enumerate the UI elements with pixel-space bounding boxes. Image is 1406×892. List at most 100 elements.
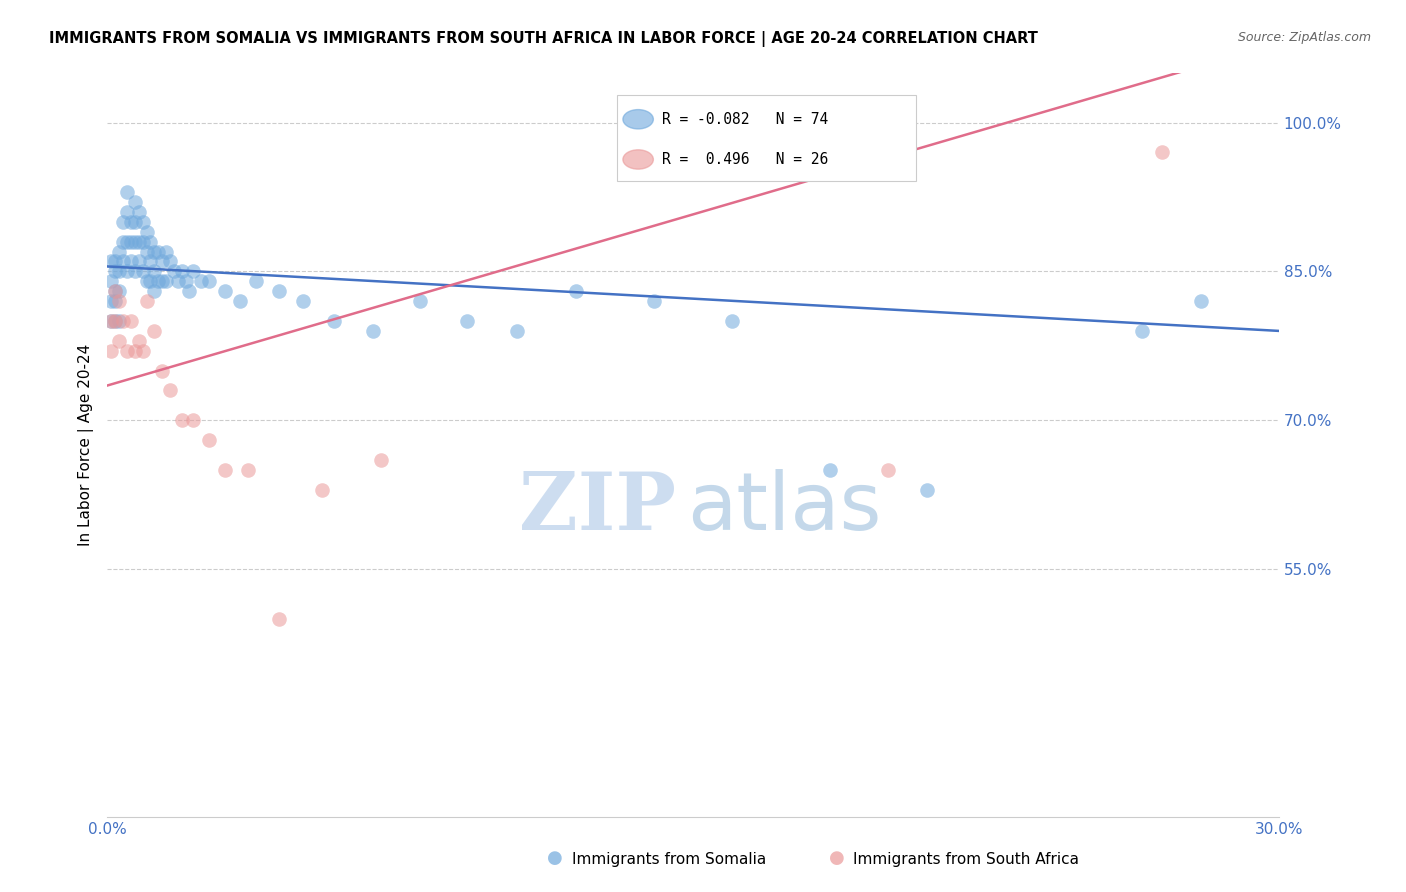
Point — [104, 284, 127, 298]
Point — [131, 264, 153, 278]
Point — [115, 205, 138, 219]
Point — [131, 215, 153, 229]
Point — [245, 274, 267, 288]
Text: atlas: atlas — [688, 469, 882, 547]
Point — [183, 413, 205, 427]
Text: Immigrants from Somalia: Immigrants from Somalia — [572, 852, 766, 867]
Point — [139, 274, 162, 288]
Point — [214, 463, 236, 477]
Point — [150, 274, 173, 288]
Point — [183, 264, 205, 278]
Point — [104, 264, 127, 278]
Point — [131, 235, 153, 249]
Point — [565, 284, 588, 298]
Point — [269, 284, 291, 298]
Text: ZIP: ZIP — [519, 469, 676, 547]
Point — [143, 324, 166, 338]
Point — [100, 343, 122, 358]
Point — [917, 483, 939, 497]
Point — [170, 413, 193, 427]
Point — [163, 264, 186, 278]
Point — [100, 314, 122, 328]
Point — [115, 343, 138, 358]
Point — [104, 314, 127, 328]
Point — [104, 294, 127, 309]
Point — [361, 324, 384, 338]
Point — [120, 314, 142, 328]
Point — [108, 334, 131, 348]
Y-axis label: In Labor Force | Age 20-24: In Labor Force | Age 20-24 — [79, 343, 94, 546]
Point — [236, 463, 259, 477]
Point — [124, 343, 146, 358]
Point — [131, 343, 153, 358]
Point — [370, 453, 392, 467]
Point — [128, 235, 150, 249]
Point — [104, 284, 127, 298]
Text: IMMIGRANTS FROM SOMALIA VS IMMIGRANTS FROM SOUTH AFRICA IN LABOR FORCE | AGE 20-: IMMIGRANTS FROM SOMALIA VS IMMIGRANTS FR… — [49, 31, 1038, 47]
Point — [100, 274, 122, 288]
Text: R = -0.082   N = 74: R = -0.082 N = 74 — [662, 112, 828, 127]
Point — [128, 254, 150, 268]
Point — [174, 274, 197, 288]
Text: Immigrants from South Africa: Immigrants from South Africa — [853, 852, 1080, 867]
Point — [150, 254, 173, 268]
Circle shape — [623, 110, 654, 129]
Point — [214, 284, 236, 298]
Point — [112, 235, 135, 249]
Point — [148, 274, 170, 288]
Point — [112, 314, 135, 328]
Point — [1150, 145, 1173, 160]
Point — [115, 264, 138, 278]
Point — [124, 264, 146, 278]
Point — [120, 254, 142, 268]
Point — [143, 264, 166, 278]
Point — [229, 294, 252, 309]
Point — [269, 611, 291, 625]
Point — [135, 274, 157, 288]
Point — [135, 225, 157, 239]
Point — [643, 294, 665, 309]
Point — [198, 433, 221, 447]
Point — [135, 294, 157, 309]
Point — [124, 215, 146, 229]
Point — [159, 254, 181, 268]
Point — [108, 314, 131, 328]
Text: ●: ● — [828, 849, 845, 867]
Point — [311, 483, 333, 497]
Point — [159, 384, 181, 398]
Point — [104, 254, 127, 268]
Point — [166, 274, 188, 288]
Point — [104, 314, 127, 328]
Point — [818, 463, 841, 477]
Circle shape — [623, 150, 654, 169]
Point — [115, 185, 138, 199]
Point — [128, 205, 150, 219]
Point — [112, 215, 135, 229]
Point — [108, 244, 131, 259]
Point — [155, 244, 177, 259]
Point — [190, 274, 212, 288]
Point — [877, 463, 900, 477]
Point — [291, 294, 314, 309]
Point — [112, 254, 135, 268]
Point — [108, 294, 131, 309]
Point — [179, 284, 201, 298]
Point — [409, 294, 432, 309]
Point — [1130, 324, 1153, 338]
Point — [155, 274, 177, 288]
Point — [120, 235, 142, 249]
Point — [150, 363, 173, 377]
Point — [139, 235, 162, 249]
Point — [100, 294, 122, 309]
Point — [456, 314, 478, 328]
Point — [143, 284, 166, 298]
Point — [115, 235, 138, 249]
Point — [108, 284, 131, 298]
Point — [170, 264, 193, 278]
Point — [108, 264, 131, 278]
Text: R =  0.496   N = 26: R = 0.496 N = 26 — [662, 152, 828, 167]
Point — [1189, 294, 1212, 309]
Point — [128, 334, 150, 348]
Point — [198, 274, 221, 288]
Point — [124, 194, 146, 209]
